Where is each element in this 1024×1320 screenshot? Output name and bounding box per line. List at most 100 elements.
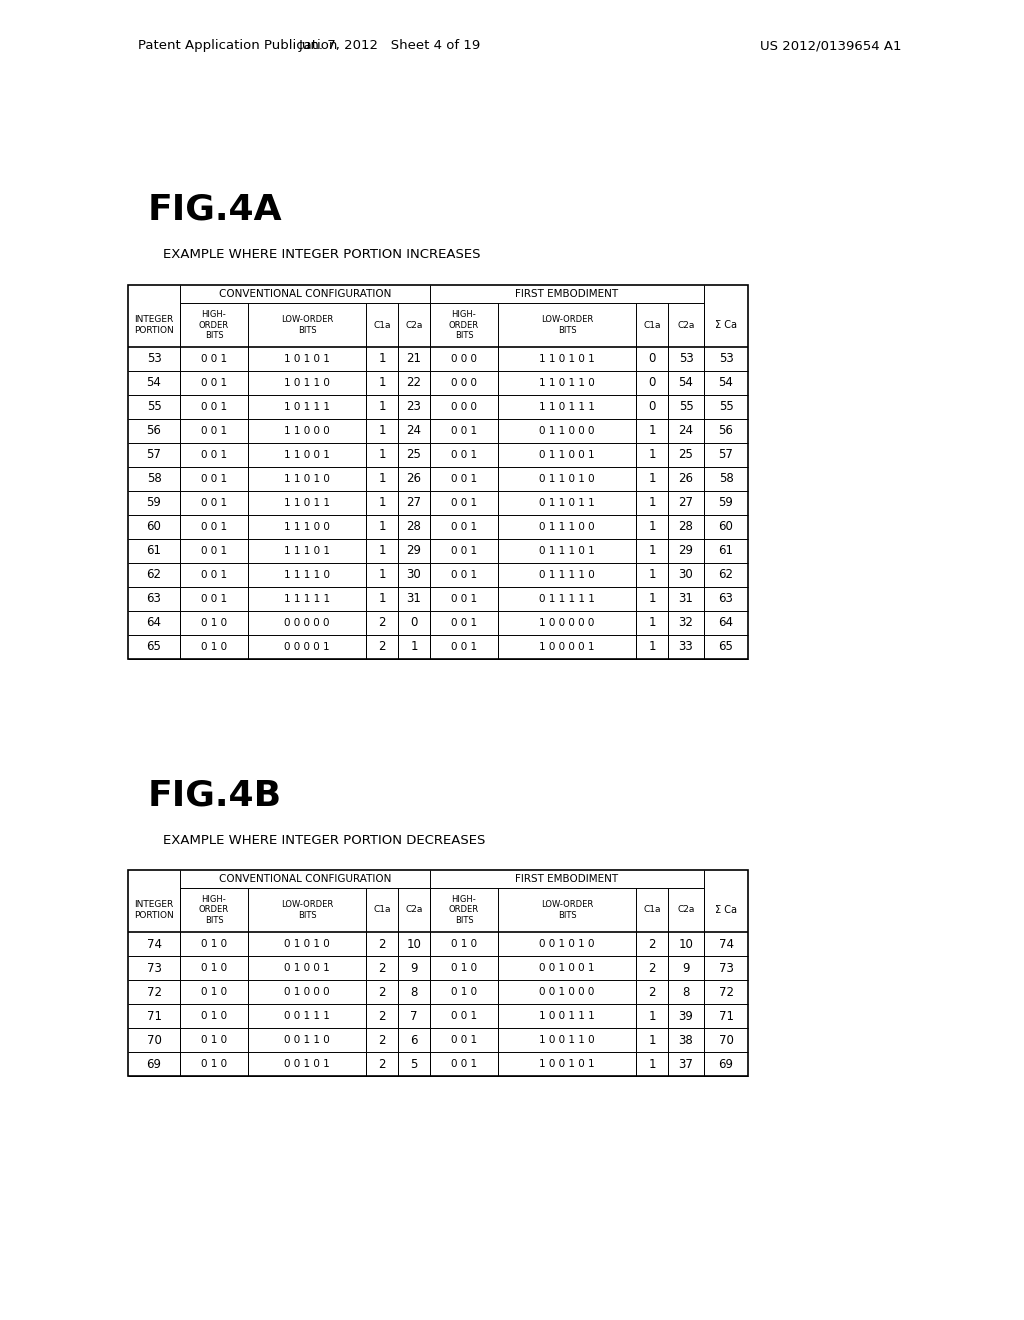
Text: C2a: C2a [406,906,423,915]
Text: 1 0 0 0 0 0: 1 0 0 0 0 0 [540,618,595,628]
Text: 25: 25 [679,449,693,462]
Text: 0 0 1: 0 0 1 [201,403,227,412]
Text: 0 0 1 1 0: 0 0 1 1 0 [284,1035,330,1045]
Text: 2: 2 [648,961,655,974]
Text: 0 1 1 0 0 0: 0 1 1 0 0 0 [540,426,595,436]
Text: 1 1 1 1 0: 1 1 1 1 0 [284,570,330,579]
Text: 24: 24 [407,425,422,437]
Text: 64: 64 [719,616,733,630]
Text: 0 0 1: 0 0 1 [201,474,227,484]
Text: 57: 57 [146,449,162,462]
Text: C2a: C2a [406,321,423,330]
Text: 74: 74 [719,937,733,950]
Bar [128,285,748,659]
Text: FIG.4A: FIG.4A [148,193,283,227]
Text: 1: 1 [648,449,655,462]
Text: 0 0 1: 0 0 1 [201,570,227,579]
Text: 1: 1 [648,616,655,630]
Text: 0 1 0: 0 1 0 [201,618,227,628]
Text: 0 1 1 0 0 1: 0 1 1 0 0 1 [540,450,595,459]
Text: 53: 53 [719,352,733,366]
Text: 1: 1 [378,520,386,533]
Text: 55: 55 [719,400,733,413]
Text: 29: 29 [407,544,422,557]
Text: 9: 9 [682,961,690,974]
Text: 0 0 1: 0 0 1 [451,521,477,532]
Text: 64: 64 [146,616,162,630]
Text: C2a: C2a [677,906,694,915]
Text: 0 0 1 0 0 0: 0 0 1 0 0 0 [540,987,595,997]
Text: 0 1 0: 0 1 0 [201,1011,227,1020]
Text: 2: 2 [648,937,655,950]
Text: 0 1 0: 0 1 0 [451,987,477,997]
Text: FIRST EMBODIMENT: FIRST EMBODIMENT [515,874,618,884]
Text: 1: 1 [648,544,655,557]
Text: 0: 0 [648,400,655,413]
Text: CONVENTIONAL CONFIGURATION: CONVENTIONAL CONFIGURATION [219,289,391,300]
Text: 0 0 1 0 1 0: 0 0 1 0 1 0 [540,939,595,949]
Text: 26: 26 [679,473,693,486]
Text: 0 1 0: 0 1 0 [201,964,227,973]
Text: 0 1 0 0 1: 0 1 0 0 1 [284,964,330,973]
Text: 53: 53 [146,352,162,366]
Text: 71: 71 [146,1010,162,1023]
Text: 0 0 1: 0 0 1 [451,594,477,605]
Text: 0 1 1 1 0 0: 0 1 1 1 0 0 [540,521,595,532]
Text: 1: 1 [648,569,655,582]
Text: 0 1 0: 0 1 0 [201,939,227,949]
Text: 0 0 0 0 1: 0 0 0 0 1 [285,642,330,652]
Text: FIG.4B: FIG.4B [148,777,283,812]
Text: EXAMPLE WHERE INTEGER PORTION INCREASES: EXAMPLE WHERE INTEGER PORTION INCREASES [163,248,480,261]
Text: 63: 63 [146,593,162,606]
Text: HIGH-
ORDER
BITS: HIGH- ORDER BITS [449,895,479,925]
Text: 9: 9 [411,961,418,974]
Text: 0 0 1: 0 0 1 [451,1011,477,1020]
Text: C2a: C2a [677,321,694,330]
Text: 1 0 0 1 0 1: 1 0 0 1 0 1 [540,1059,595,1069]
Text: 69: 69 [146,1057,162,1071]
Text: 31: 31 [679,593,693,606]
Text: 1 1 0 0 0: 1 1 0 0 0 [284,426,330,436]
Text: 1 1 0 1 0: 1 1 0 1 0 [284,474,330,484]
Text: INTEGER
PORTION: INTEGER PORTION [134,900,174,920]
Text: 0 0 1: 0 0 1 [451,570,477,579]
Text: 2: 2 [378,1010,386,1023]
Text: 54: 54 [679,376,693,389]
Text: 73: 73 [146,961,162,974]
Text: 60: 60 [719,520,733,533]
Text: 1: 1 [648,593,655,606]
Text: 71: 71 [719,1010,733,1023]
Text: 70: 70 [146,1034,162,1047]
Bar [128,870,748,1076]
Text: 0 0 1 1 1: 0 0 1 1 1 [284,1011,330,1020]
Text: 38: 38 [679,1034,693,1047]
Text: 0 1 0: 0 1 0 [201,1035,227,1045]
Text: 1: 1 [648,473,655,486]
Text: 6: 6 [411,1034,418,1047]
Text: 72: 72 [719,986,733,998]
Text: HIGH-
ORDER
BITS: HIGH- ORDER BITS [199,310,229,339]
Text: 0 0 1: 0 0 1 [451,474,477,484]
Text: 0 0 1: 0 0 1 [451,450,477,459]
Text: 7: 7 [411,1010,418,1023]
Text: 22: 22 [407,376,422,389]
Text: 58: 58 [719,473,733,486]
Text: 1 0 1 1 1: 1 0 1 1 1 [284,403,330,412]
Text: 2: 2 [378,961,386,974]
Text: 58: 58 [146,473,162,486]
Text: 0: 0 [411,616,418,630]
Text: 2: 2 [378,1034,386,1047]
Text: 0 0 1: 0 0 1 [451,618,477,628]
Text: 1: 1 [378,449,386,462]
Text: C1a: C1a [643,906,660,915]
Text: 8: 8 [682,986,690,998]
Text: 61: 61 [719,544,733,557]
Text: 0 0 1 0 1: 0 0 1 0 1 [284,1059,330,1069]
Text: 65: 65 [719,640,733,653]
Text: 30: 30 [407,569,421,582]
Text: C1a: C1a [374,321,391,330]
Text: 1: 1 [648,520,655,533]
Text: 1: 1 [378,496,386,510]
Text: 0 0 1: 0 0 1 [451,642,477,652]
Text: 72: 72 [146,986,162,998]
